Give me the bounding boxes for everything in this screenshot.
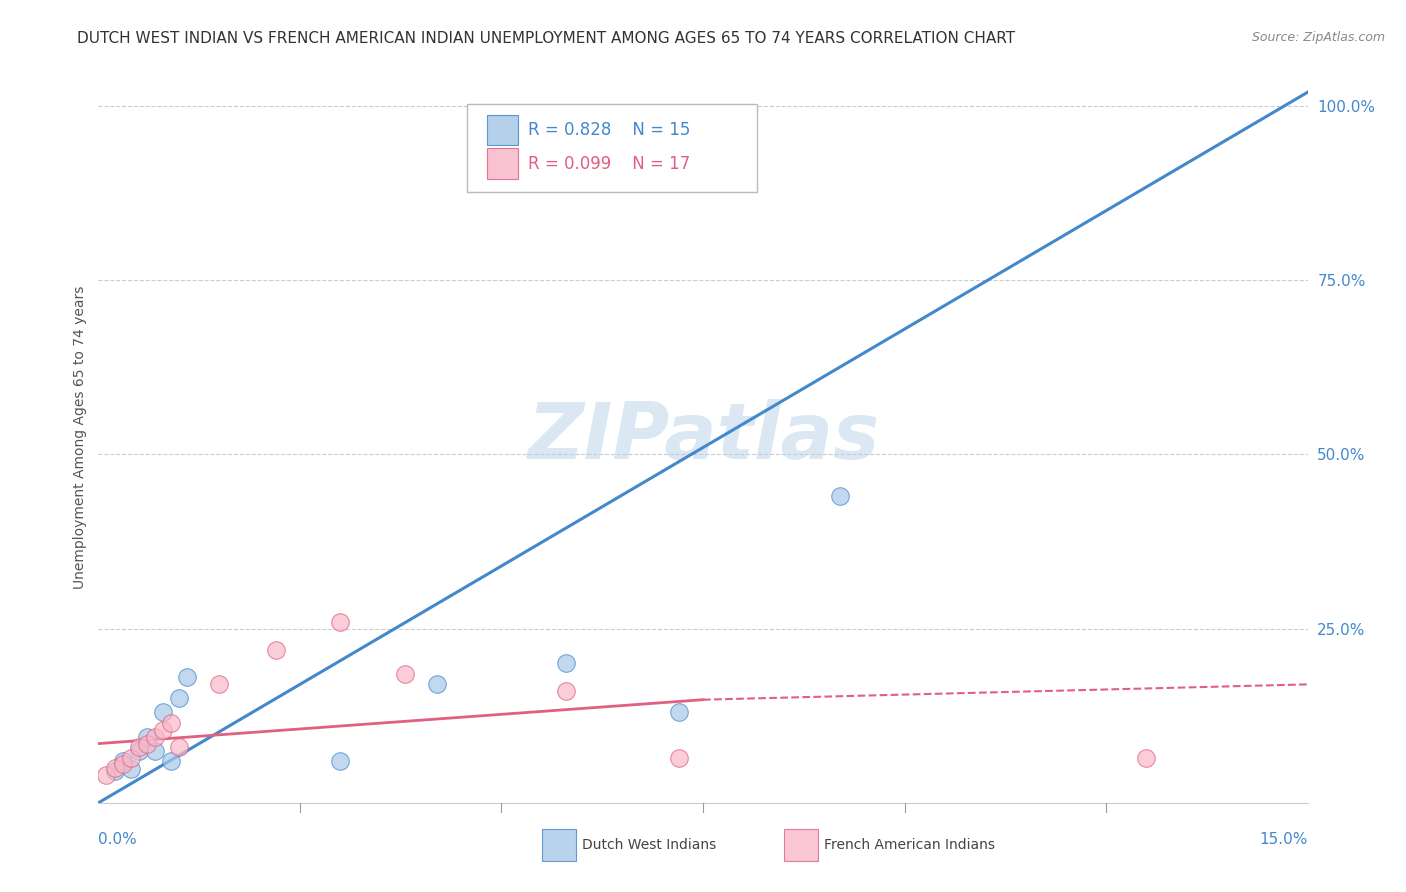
- Point: [668, 750, 690, 764]
- Y-axis label: Unemployment Among Ages 65 to 74 years: Unemployment Among Ages 65 to 74 years: [73, 285, 87, 589]
- FancyBboxPatch shape: [543, 830, 576, 862]
- FancyBboxPatch shape: [467, 104, 758, 192]
- Point: [329, 754, 352, 768]
- Point: [264, 642, 287, 657]
- Text: Dutch West Indians: Dutch West Indians: [582, 838, 716, 852]
- Point: [160, 715, 183, 730]
- Point: [120, 750, 142, 764]
- Text: DUTCH WEST INDIAN VS FRENCH AMERICAN INDIAN UNEMPLOYMENT AMONG AGES 65 TO 74 YEA: DUTCH WEST INDIAN VS FRENCH AMERICAN IND…: [77, 31, 1015, 46]
- Text: French American Indians: French American Indians: [824, 838, 995, 852]
- Point: [152, 723, 174, 737]
- Point: [426, 677, 449, 691]
- Point: [176, 670, 198, 684]
- Point: [167, 691, 190, 706]
- Point: [111, 757, 134, 772]
- Point: [160, 754, 183, 768]
- Point: [103, 764, 125, 779]
- FancyBboxPatch shape: [486, 148, 517, 179]
- Point: [103, 761, 125, 775]
- Point: [208, 677, 231, 691]
- Point: [555, 684, 578, 698]
- Point: [120, 763, 142, 777]
- Point: [394, 667, 416, 681]
- Text: R = 0.099    N = 17: R = 0.099 N = 17: [527, 154, 690, 172]
- Point: [152, 705, 174, 719]
- Point: [96, 768, 118, 782]
- Point: [135, 730, 157, 744]
- Point: [1135, 750, 1157, 764]
- Point: [128, 740, 150, 755]
- FancyBboxPatch shape: [785, 830, 818, 862]
- Text: ZIPatlas: ZIPatlas: [527, 399, 879, 475]
- Point: [135, 737, 157, 751]
- Point: [143, 730, 166, 744]
- Text: Source: ZipAtlas.com: Source: ZipAtlas.com: [1251, 31, 1385, 45]
- Point: [167, 740, 190, 755]
- Point: [668, 705, 690, 719]
- Point: [555, 657, 578, 671]
- Text: 15.0%: 15.0%: [1260, 832, 1308, 847]
- Point: [143, 743, 166, 757]
- Point: [329, 615, 352, 629]
- Point: [128, 743, 150, 757]
- Text: R = 0.828    N = 15: R = 0.828 N = 15: [527, 121, 690, 139]
- Text: 0.0%: 0.0%: [98, 832, 138, 847]
- Point: [111, 754, 134, 768]
- FancyBboxPatch shape: [486, 114, 517, 145]
- Point: [828, 489, 851, 503]
